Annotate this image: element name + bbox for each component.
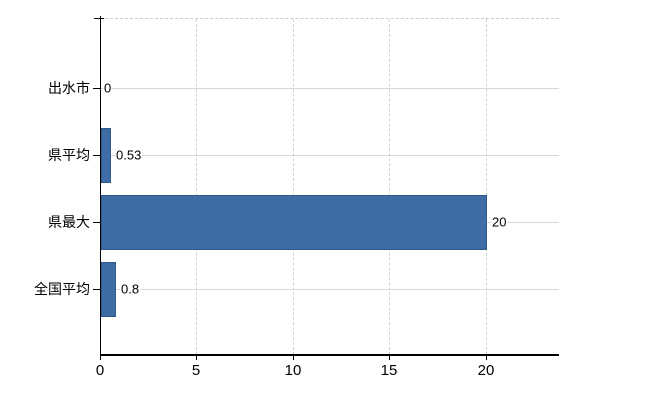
v-gridline (293, 19, 294, 355)
bar-value-label: 20 (491, 214, 508, 230)
bar (101, 262, 116, 317)
x-axis-tick (100, 355, 101, 360)
h-gridline (100, 155, 559, 156)
bar-value-label: 0 (103, 80, 113, 96)
x-tick-label: 20 (477, 362, 495, 379)
x-axis-tick (196, 355, 197, 360)
v-gridline (389, 19, 390, 355)
x-axis-tick (486, 355, 487, 360)
h-gridline (100, 88, 559, 89)
category-label: 全国平均 (34, 281, 90, 297)
bar (101, 195, 487, 250)
x-axis-tick (389, 355, 390, 360)
x-axis-tick (293, 355, 294, 360)
bar-value-label: 0.53 (115, 147, 143, 163)
category-label: 出水市 (48, 80, 90, 96)
x-tick-label: 0 (95, 362, 105, 379)
category-label: 県最大 (48, 214, 90, 230)
x-tick-label: 10 (284, 362, 302, 379)
bar (101, 128, 111, 183)
y-axis-tick (93, 155, 100, 156)
x-tick-label: 15 (380, 362, 398, 379)
y-axis-tick (93, 88, 100, 89)
h-gridline (100, 289, 559, 290)
y-axis-tick (93, 222, 100, 223)
x-tick-label: 5 (191, 362, 201, 379)
x-axis (100, 354, 559, 356)
category-label: 県平均 (48, 147, 90, 163)
v-gridline (486, 19, 487, 355)
y-axis-tick (93, 289, 100, 290)
bar-value-label: 0.8 (120, 281, 141, 297)
y-axis (100, 16, 101, 360)
v-gridline (196, 19, 197, 355)
top-border-gridline (100, 18, 559, 19)
y-axis-top-tick (94, 18, 104, 19)
